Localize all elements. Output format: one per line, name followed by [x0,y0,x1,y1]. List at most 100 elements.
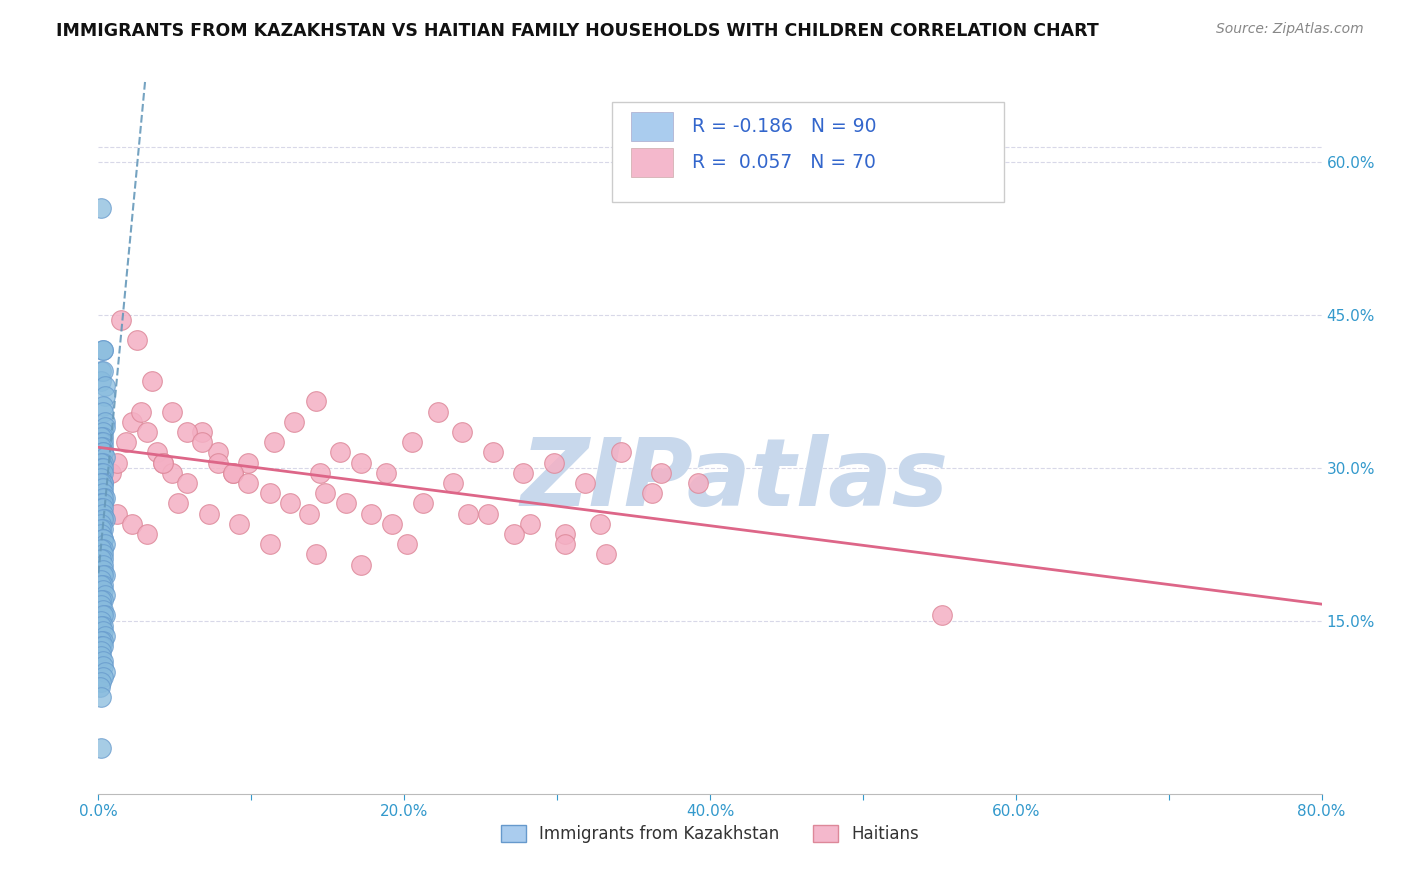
Point [91,511,114,525]
Point [91,445,114,459]
Point [91,430,114,444]
Point [91,404,114,418]
Point [90,522,112,536]
Point [115,435,138,450]
Point [298,507,321,521]
Point [152,456,174,470]
Point [90,690,112,704]
Point [519,516,541,531]
Point [91,542,114,557]
Text: R =  0.057   N = 70: R = 0.057 N = 70 [692,153,876,172]
Point [136,527,159,541]
Point [91,659,114,673]
Point [90,456,112,470]
Point [91,547,114,561]
Point [91,343,114,358]
Point [90,475,112,490]
Point [91,481,114,495]
Point [90,516,112,531]
Point [931,608,953,623]
Point [90,634,112,648]
Point [93,415,115,429]
Point [589,516,612,531]
Point [105,456,128,470]
Point [93,608,115,623]
Point [191,435,214,450]
Point [259,537,281,551]
Point [90,578,112,592]
Point [441,475,464,490]
Point [89,680,111,694]
Point [641,486,664,500]
Point [91,593,114,607]
Point [91,501,114,516]
Point [91,603,114,617]
Point [554,537,576,551]
Point [90,364,112,378]
Point [90,496,112,510]
Point [374,466,396,480]
Point [93,389,115,403]
Point [93,491,115,506]
Point [93,629,115,643]
Point [91,445,114,459]
Point [477,507,499,521]
Point [381,516,404,531]
Point [335,496,357,510]
Point [141,374,163,388]
Point [350,456,373,470]
Point [91,460,114,475]
Point [91,608,114,623]
Point [610,445,633,459]
Point [90,599,112,613]
Point [110,313,132,327]
Point [121,516,143,531]
Point [90,618,112,632]
Point [91,552,114,566]
Point [90,430,112,444]
Point [412,496,434,510]
Point [222,466,245,480]
Point [543,456,565,470]
Point [90,649,112,664]
Text: Source: ZipAtlas.com: Source: ZipAtlas.com [1216,22,1364,37]
Point [90,614,112,628]
Point [90,552,112,566]
Point [136,425,159,439]
Point [93,511,115,525]
Point [91,364,114,378]
Point [350,558,373,572]
Point [100,466,122,480]
Point [91,435,114,450]
Point [121,415,143,429]
Point [91,634,114,648]
Text: R = -0.186   N = 90: R = -0.186 N = 90 [692,117,876,136]
Point [90,481,112,495]
Point [90,644,112,658]
Point [90,471,112,485]
Point [93,379,115,393]
Point [263,435,285,450]
Point [259,486,281,500]
Point [91,578,114,592]
Point [90,593,112,607]
Point [457,507,479,521]
Point [554,527,576,541]
Point [228,516,250,531]
Point [91,563,114,577]
Point [90,674,112,689]
Point [93,537,115,551]
Point [396,537,419,551]
Point [105,507,128,521]
FancyBboxPatch shape [630,112,673,141]
Point [91,400,114,414]
Point [91,532,114,546]
Point [686,475,709,490]
Point [93,420,115,434]
Point [91,582,114,597]
Point [90,542,112,557]
Point [90,573,112,587]
Point [314,486,336,500]
Point [90,440,112,454]
Point [176,475,198,490]
